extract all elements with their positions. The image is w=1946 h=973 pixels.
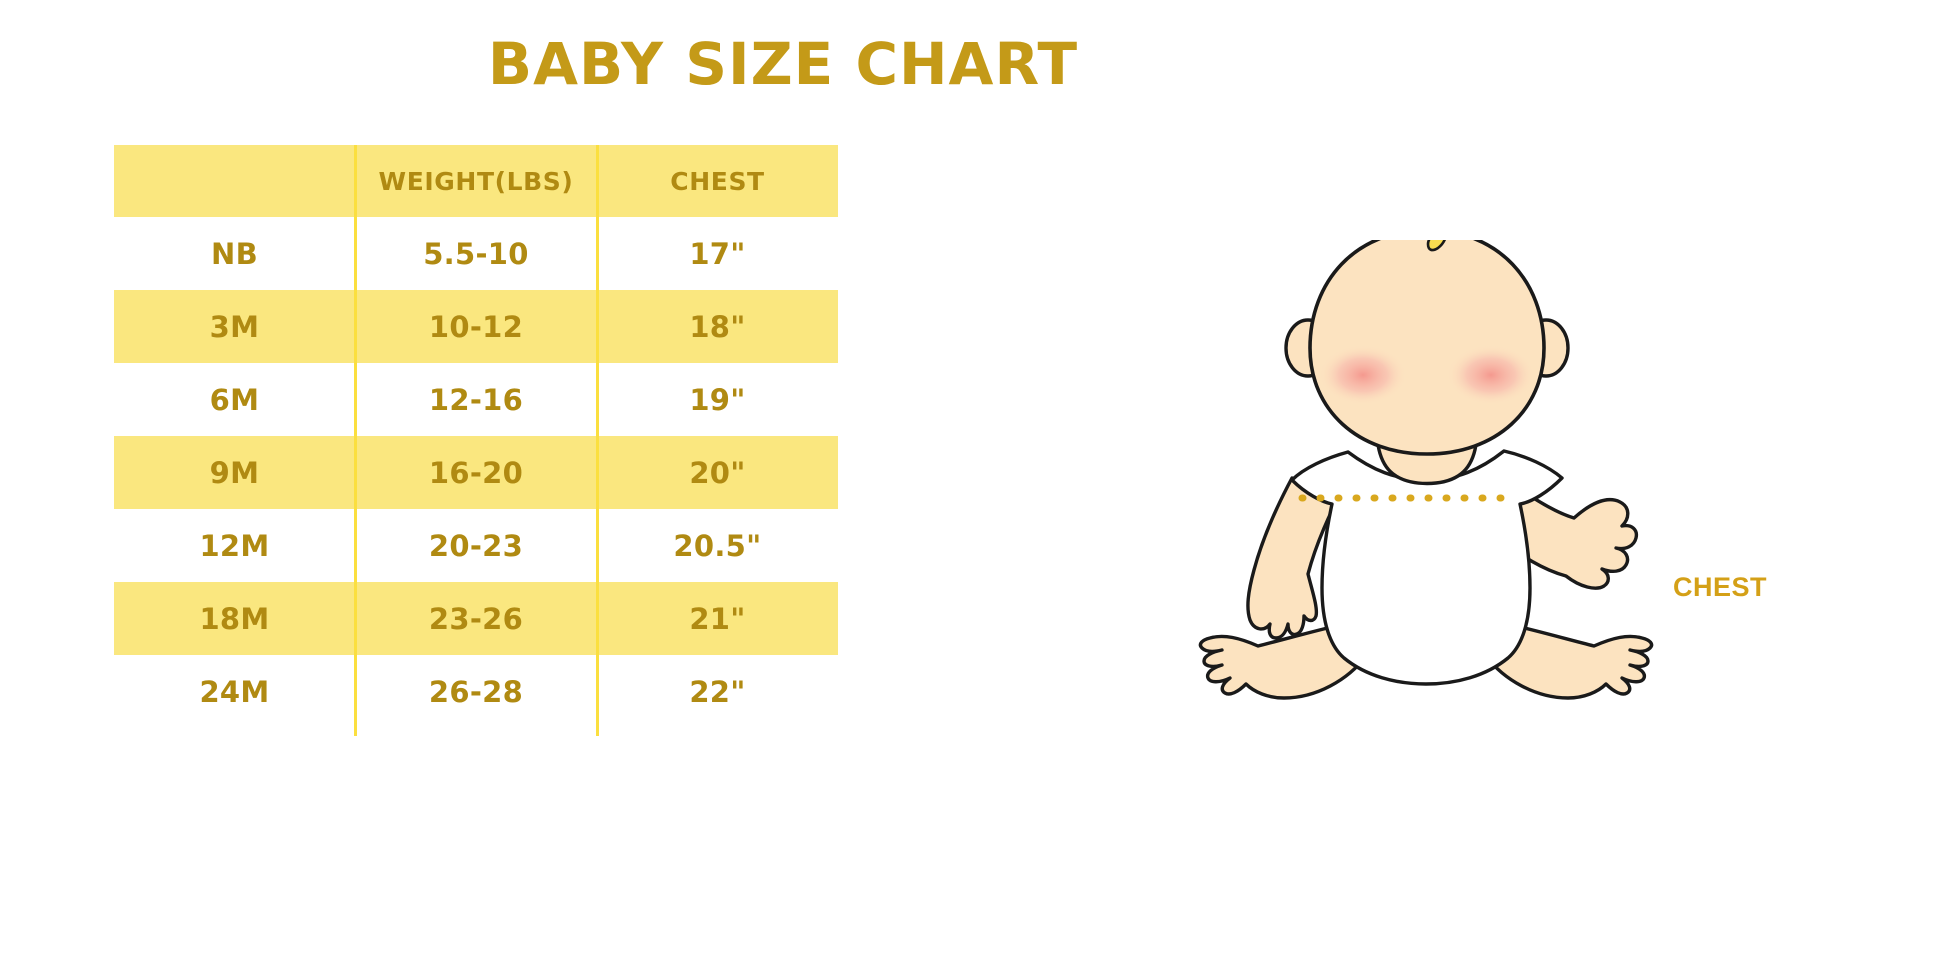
table-row: 18M 23-26 21" <box>114 582 838 655</box>
baby-body-shirt <box>1290 449 1564 686</box>
table-row: 3M 10-12 18" <box>114 290 838 363</box>
table-row: 9M 16-20 20" <box>114 436 838 509</box>
column-divider-2 <box>596 145 599 736</box>
weight-cell: 10-12 <box>355 290 597 363</box>
baby-hair-curl <box>1426 240 1446 252</box>
baby-left-arm <box>1246 476 1346 640</box>
baby-size-table: WEIGHT(LBS) CHEST NB 5.5-10 17" 3M 10-12 18" 6M 1… <box>114 145 838 728</box>
chest-cell: 17" <box>597 217 838 290</box>
age-cell: 9M <box>114 436 355 509</box>
table-row: 6M 12-16 19" <box>114 363 838 436</box>
baby-right-cheek-blush <box>1447 345 1535 405</box>
weight-cell: 23-26 <box>355 582 597 655</box>
weight-cell: 12-16 <box>355 363 597 436</box>
chest-cell: 20" <box>597 436 838 509</box>
column-header-chest: CHEST <box>597 145 838 217</box>
age-cell: 12M <box>114 509 355 582</box>
chest-measure-label: CHEST <box>1673 572 1768 602</box>
chest-cell: 20.5" <box>597 509 838 582</box>
table-header-row: WEIGHT(LBS) CHEST <box>114 145 838 217</box>
table-row: NB 5.5-10 17" <box>114 217 838 290</box>
age-cell: 18M <box>114 582 355 655</box>
age-cell: 3M <box>114 290 355 363</box>
weight-cell: 16-20 <box>355 436 597 509</box>
column-divider-1 <box>354 145 357 736</box>
column-header-weight: WEIGHT(LBS) <box>355 145 597 217</box>
chest-cell: 22" <box>597 655 838 728</box>
chest-cell: 19" <box>597 363 838 436</box>
baby-head <box>1308 240 1546 456</box>
baby-right-leg <box>1478 623 1654 700</box>
weight-cell: 26-28 <box>355 655 597 728</box>
age-cell: 6M <box>114 363 355 436</box>
chest-cell: 18" <box>597 290 838 363</box>
baby-right-arm <box>1498 480 1639 590</box>
column-header-age <box>114 145 355 217</box>
weight-cell: 20-23 <box>355 509 597 582</box>
age-cell: 24M <box>114 655 355 728</box>
baby-illustration <box>1180 240 1700 820</box>
age-cell: NB <box>114 217 355 290</box>
page-title: BABY SIZE CHART <box>487 30 1079 98</box>
table-row: 12M 20-23 20.5" <box>114 509 838 582</box>
table-row: 24M 26-28 22" <box>114 655 838 728</box>
weight-cell: 5.5-10 <box>355 217 597 290</box>
chest-cell: 21" <box>597 582 838 655</box>
baby-left-leg <box>1198 623 1374 700</box>
baby-left-cheek-blush <box>1319 345 1407 405</box>
